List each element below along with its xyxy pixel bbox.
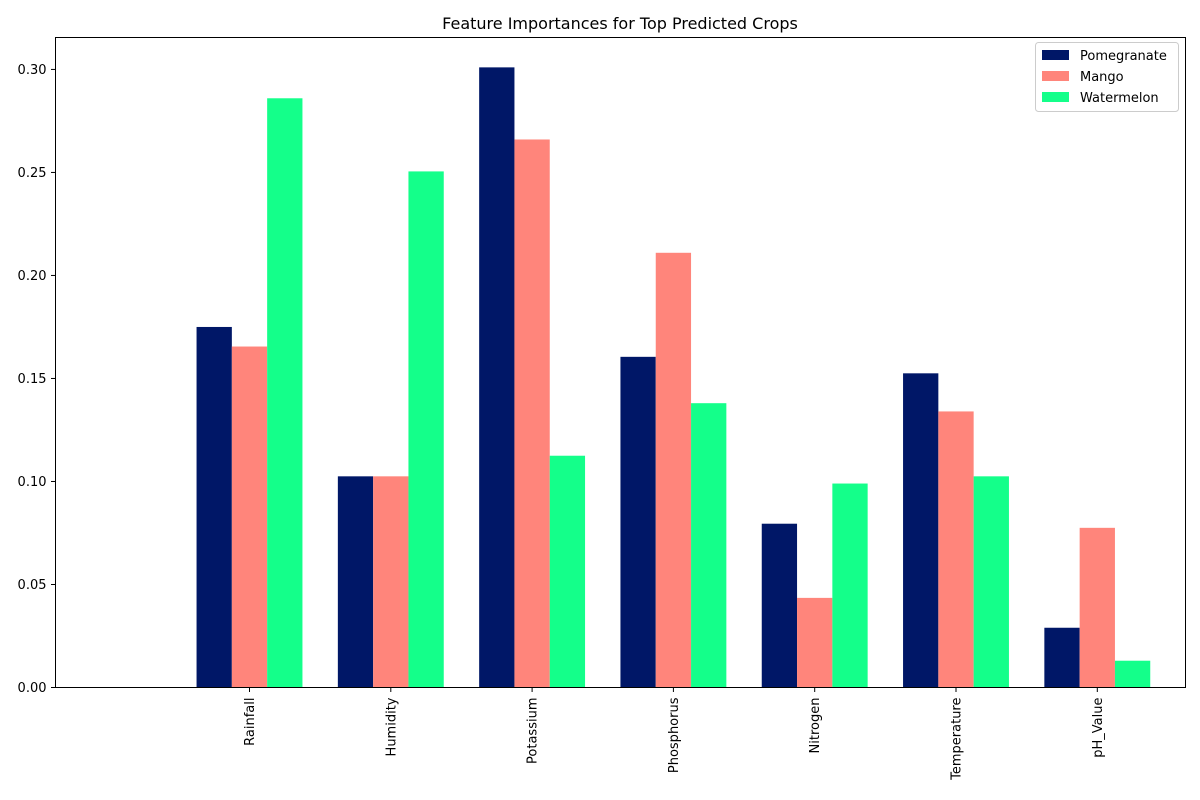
- x-axis: Rainfall Humidity Potassium Phosphorus Nitro…: [243, 687, 1106, 781]
- bar-pomegranate-ph_value: [1044, 627, 1080, 688]
- bar-mango-temperature: [938, 411, 974, 688]
- bar-mango-nitrogen: [797, 597, 833, 688]
- bar-pomegranate-temperature: [903, 373, 939, 688]
- bar-mango-humidity: [373, 476, 409, 688]
- x-tick-label-temperature: Temperature: [950, 698, 965, 781]
- plot-frame: [55, 37, 1186, 688]
- y-tick-label: 0.05: [18, 578, 47, 593]
- y-tick-label: 0.00: [18, 681, 47, 696]
- x-tick-label-rainfall: Rainfall: [243, 698, 258, 746]
- x-tick-label-nitrogen: Nitrogen: [808, 698, 823, 754]
- bar-watermelon-humidity: [408, 171, 444, 688]
- bar-mango-potassium: [514, 139, 550, 688]
- bar-mango-rainfall: [231, 346, 268, 688]
- bar-pomegranate-phosphorus: [620, 356, 656, 688]
- legend-label-watermelon: Watermelon: [1080, 91, 1159, 106]
- legend-label-mango: Mango: [1080, 70, 1124, 85]
- y-axis: 0.00 0.05 0.10 0.15 0.20 0.25 0.30: [18, 63, 56, 696]
- legend-label-pomegranate: Pomegranate: [1080, 49, 1167, 64]
- y-tick-label: 0.15: [18, 372, 47, 387]
- bars-group: [196, 67, 1151, 688]
- bar-pomegranate-humidity: [337, 476, 374, 688]
- bar-watermelon-nitrogen: [832, 483, 868, 688]
- x-tick-label-potassium: Potassium: [526, 698, 541, 764]
- bar-watermelon-rainfall: [267, 98, 303, 688]
- legend-swatch-mango: [1042, 71, 1069, 81]
- bar-pomegranate-nitrogen: [761, 523, 798, 688]
- bar-watermelon-potassium: [549, 455, 586, 688]
- bar-watermelon-temperature: [973, 476, 1009, 688]
- bar-watermelon-phosphorus: [691, 403, 727, 688]
- y-tick-label: 0.25: [18, 166, 47, 181]
- bar-mango-phosphorus: [655, 252, 692, 688]
- legend: Pomegranate Mango Watermelon: [1035, 42, 1179, 112]
- y-tick-label: 0.20: [18, 269, 47, 284]
- chart-title: Feature Importances for Top Predicted Cr…: [442, 14, 798, 33]
- bar-mango-ph_value: [1079, 527, 1115, 688]
- bar-watermelon-ph_value: [1114, 660, 1151, 688]
- x-tick-label-humidity: Humidity: [384, 697, 399, 756]
- legend-swatch-pomegranate: [1042, 50, 1069, 60]
- x-tick-label-ph_value: pH_Value: [1091, 698, 1106, 758]
- legend-swatch-watermelon: [1042, 92, 1069, 102]
- x-tick-label-phosphorus: Phosphorus: [667, 697, 682, 773]
- legend-box: [1035, 42, 1179, 112]
- bar-pomegranate-rainfall: [196, 326, 232, 688]
- y-tick-label: 0.30: [18, 63, 47, 78]
- y-tick-label: 0.10: [18, 475, 47, 490]
- bar-pomegranate-potassium: [479, 67, 515, 688]
